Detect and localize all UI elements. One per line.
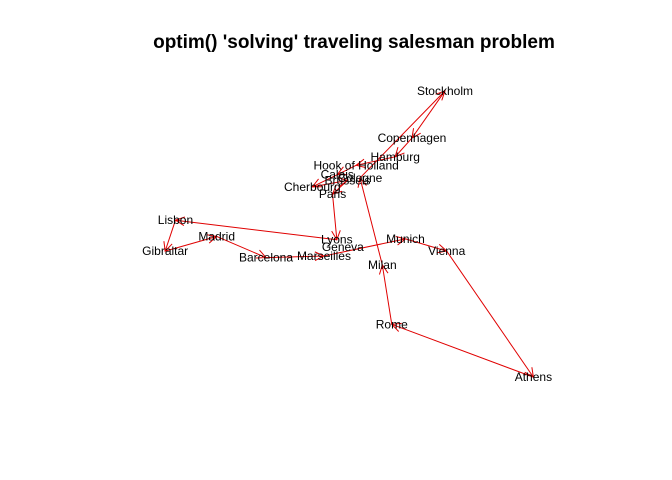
city-label: Lisbon	[158, 213, 193, 227]
route-segment	[312, 179, 348, 188]
city-label: Gibraltar	[142, 244, 188, 258]
city-label: Geneva	[322, 240, 364, 254]
arrow-head	[174, 216, 186, 227]
city-label: Hook of Holland	[313, 158, 398, 172]
city-label: Athens	[515, 370, 552, 384]
city-labels: AthensBarcelonaBrusselsCalaisCherbourgCo…	[142, 84, 552, 384]
route-segment	[394, 137, 413, 158]
route-segment	[405, 238, 447, 252]
route-segment	[175, 219, 337, 241]
route-segment	[165, 235, 217, 252]
city-label: Barcelona	[239, 251, 293, 265]
route-segment	[312, 174, 338, 188]
route-segment	[381, 264, 393, 325]
city-label: Cherbourg	[284, 180, 341, 194]
city-label: Stockholm	[417, 84, 473, 98]
route-arrow	[174, 216, 337, 241]
city-label: Lyons	[321, 233, 353, 247]
route-arrow	[446, 250, 535, 379]
route-segment	[356, 156, 396, 166]
city-label: Hamburg	[371, 150, 420, 164]
chart-title: optim() 'solving' traveling salesman pro…	[153, 32, 555, 53]
route-segments	[163, 90, 535, 379]
city-label: Marseilles	[297, 249, 351, 263]
route-segment	[411, 90, 446, 139]
route-segment	[266, 255, 324, 259]
route-segment	[359, 90, 446, 179]
city-label: Cologne	[338, 171, 383, 185]
route-segment	[337, 164, 357, 176]
city-label: Milan	[368, 258, 397, 272]
route-arrow	[378, 263, 393, 325]
route-arrow	[390, 322, 534, 378]
route-segment	[446, 250, 534, 378]
route-segment	[216, 236, 267, 259]
city-label: Munich	[386, 232, 425, 246]
city-label: Copenhagen	[378, 131, 447, 145]
route-segment	[391, 323, 534, 378]
route-segment	[359, 177, 383, 266]
city-label: Madrid	[198, 229, 235, 243]
city-label: Brussels	[325, 173, 371, 187]
route-segment	[323, 238, 406, 257]
route-segment	[332, 179, 348, 195]
route-segment	[164, 220, 176, 252]
city-label: Calais	[321, 168, 354, 182]
route-segment	[332, 194, 338, 240]
city-label: Rome	[376, 317, 408, 331]
city-label: Vienna	[428, 244, 465, 258]
city-label: Paris	[319, 187, 346, 201]
